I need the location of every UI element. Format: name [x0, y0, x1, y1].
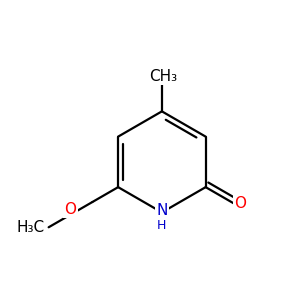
Text: O: O [64, 202, 76, 217]
Text: H₃C: H₃C [16, 220, 44, 235]
Text: H: H [157, 219, 167, 232]
Text: N: N [156, 203, 168, 218]
Text: O: O [235, 196, 247, 211]
Text: CH₃: CH₃ [149, 69, 177, 84]
